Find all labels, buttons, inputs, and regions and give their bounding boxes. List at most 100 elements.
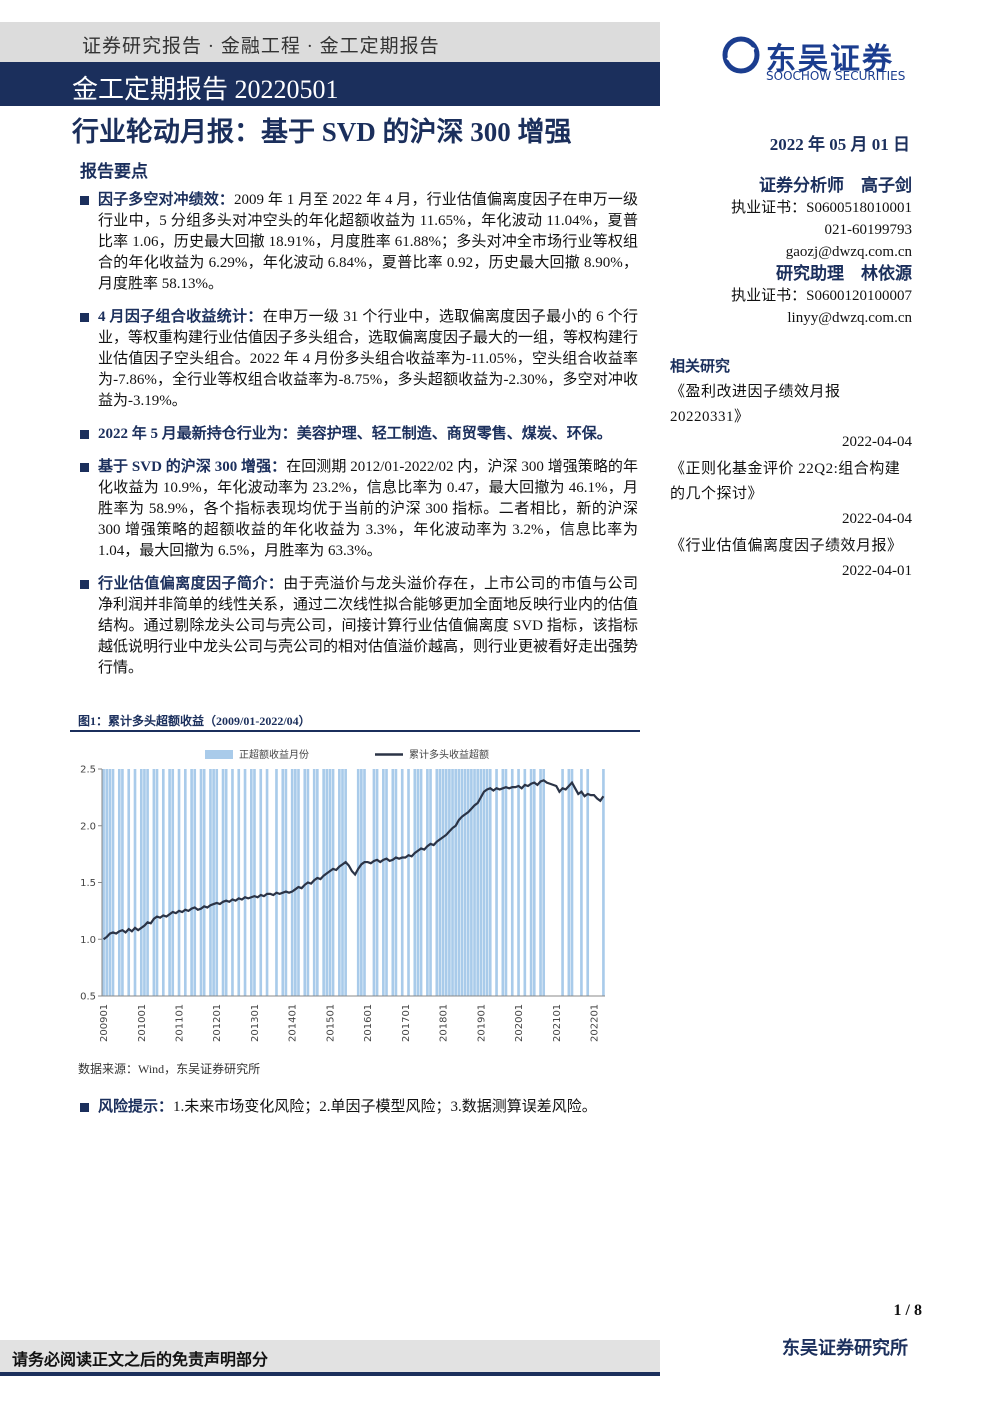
related-title: 《盈利改进因子绩效月报 20220331》 bbox=[670, 384, 841, 425]
bar bbox=[290, 769, 294, 996]
bar bbox=[482, 769, 486, 996]
bar bbox=[121, 769, 124, 996]
related-research: 相关研究 《盈利改进因子绩效月报 20220331》 2022-04-04 《正则化… bbox=[670, 355, 912, 586]
bar bbox=[504, 769, 508, 996]
bullet-text: 2009 年 1 月至 2022 年 4 月，行业估值偏离度因子在申万一级行业中… bbox=[98, 192, 638, 292]
bar bbox=[429, 769, 432, 996]
bar bbox=[580, 769, 583, 996]
bar bbox=[485, 769, 489, 996]
bar bbox=[586, 769, 590, 996]
legend-swatch bbox=[205, 750, 233, 759]
bar bbox=[394, 769, 398, 996]
bar bbox=[209, 769, 212, 996]
analyst-cert: 执业证书：S0600518010001 bbox=[731, 200, 912, 216]
bar bbox=[108, 769, 112, 996]
bar bbox=[312, 769, 316, 996]
bar bbox=[171, 769, 175, 996]
analyst-role: 研究助理 林依源 bbox=[776, 264, 912, 283]
bar bbox=[168, 769, 171, 996]
report-date: 2022 年 05 月 01 日 bbox=[769, 135, 910, 154]
bar bbox=[243, 769, 247, 996]
bar bbox=[473, 769, 476, 996]
footer-org: 东吴证券研究所 bbox=[782, 1338, 908, 1358]
bullet-text: 由于壳溢价与龙头溢价存在，上市公司的市值与公司净利润并非简单的线性关系，通过二次… bbox=[98, 576, 639, 676]
bar bbox=[438, 769, 442, 996]
analyst-email: linyy@dwzq.com.cn bbox=[787, 310, 912, 326]
summary-body: 因子多空对冲绩效：2009 年 1 月至 2022 年 4 月，行业估值偏离度因… bbox=[78, 190, 638, 691]
bar bbox=[539, 769, 542, 996]
bar bbox=[375, 769, 379, 996]
related-date: 2022-04-04 bbox=[842, 434, 912, 450]
x-tick-label: 202201 bbox=[589, 1004, 600, 1042]
bar bbox=[331, 769, 335, 996]
bar bbox=[253, 769, 256, 996]
bar bbox=[250, 769, 253, 996]
bar bbox=[341, 769, 344, 996]
bar bbox=[212, 769, 215, 996]
bar bbox=[457, 769, 461, 996]
bar bbox=[139, 769, 143, 996]
logo-english: SOOCHOW SECURITIES bbox=[766, 69, 906, 83]
figure-caption: 图1：累计多头超额收益（2009/01-2022/04） bbox=[78, 714, 311, 728]
bar bbox=[202, 769, 206, 996]
bar bbox=[193, 769, 197, 996]
bar bbox=[221, 769, 225, 996]
header-banner: 证券研究报告 · 金融工程 · 金工定期报告 bbox=[0, 22, 660, 62]
bar bbox=[275, 769, 278, 996]
summary-bullet: 4 月因子组合收益统计：在申万一级 31 个行业中，选取偏离度因子最小的 6 个… bbox=[78, 307, 638, 412]
risk-note: 风险提示：1.未来市场变化风险；2.单因子模型风险；3.数据测算误差风险。 bbox=[78, 1097, 638, 1130]
logo-icon bbox=[722, 36, 760, 74]
bar bbox=[488, 769, 492, 996]
bar bbox=[259, 769, 263, 996]
y-tick-label: 0.5 bbox=[80, 992, 96, 1003]
bar bbox=[224, 769, 228, 996]
x-tick-label: 201401 bbox=[288, 1004, 299, 1042]
related-title: 《正则化基金评价 22Q2:组合构建的几个探讨》 bbox=[670, 461, 901, 502]
bar bbox=[444, 769, 448, 996]
bullet-text: 在申万一级 31 个行业中，选取偏离度因子最小的 6 个行业，等权重构建行业估值… bbox=[98, 309, 639, 409]
bar bbox=[133, 769, 137, 996]
summary-bullet: 基于 SVD 的沪深 300 增强：在回测期 2012/01-2022/02 内… bbox=[78, 457, 638, 562]
related-date: 2022-04-01 bbox=[842, 563, 912, 579]
bar bbox=[413, 769, 417, 996]
bar bbox=[385, 769, 388, 996]
bar bbox=[338, 769, 341, 996]
bar bbox=[602, 769, 605, 996]
analyst-role: 证券分析师 高子剑 bbox=[759, 176, 912, 195]
legend-label: 正超额收益月份 bbox=[239, 748, 309, 761]
risk-lead: 风险提示： bbox=[98, 1099, 174, 1115]
bar bbox=[391, 769, 395, 996]
bar bbox=[448, 769, 451, 996]
logo-name: 东吴证券 bbox=[766, 42, 894, 77]
bar bbox=[325, 769, 329, 996]
bar bbox=[407, 769, 410, 996]
bar bbox=[479, 769, 483, 996]
bar bbox=[363, 769, 366, 996]
x-tick-label: 201701 bbox=[401, 1004, 412, 1042]
analyst-email: gaozj@dwzq.com.cn bbox=[785, 244, 912, 260]
footer-band: 请务必阅读正文之后的免责声明部分 bbox=[0, 1340, 660, 1376]
bar bbox=[501, 769, 505, 996]
risk-bullet: 风险提示：1.未来市场变化风险；2.单因子模型风险；3.数据测算误差风险。 bbox=[78, 1097, 638, 1118]
report-id: 金工定期报告 20220501 bbox=[72, 75, 339, 104]
bar bbox=[561, 769, 564, 996]
x-tick-label: 202101 bbox=[552, 1004, 563, 1042]
report-banner: 金工定期报告 20220501 bbox=[0, 62, 660, 106]
bar bbox=[215, 769, 219, 996]
y-tick-label: 2.0 bbox=[80, 821, 96, 832]
analyst-block: 证券分析师 高子剑 执业证书：S0600518010001 021-60199793… bbox=[652, 175, 912, 329]
bar bbox=[416, 769, 420, 996]
bar bbox=[102, 769, 105, 996]
y-tick-label: 1.0 bbox=[80, 935, 96, 946]
bar bbox=[155, 769, 159, 996]
analyst-cert: 执业证书：S0600120100007 bbox=[731, 288, 912, 304]
bar bbox=[532, 769, 536, 996]
breadcrumb: 证券研究报告 · 金融工程 · 金工定期报告 bbox=[82, 36, 440, 57]
legend-label: 累计多头收益超额 bbox=[409, 748, 489, 761]
bar bbox=[510, 769, 514, 996]
bar bbox=[454, 769, 457, 996]
x-tick-label: 201001 bbox=[137, 1004, 148, 1042]
report-title: 行业轮动月报：基于 SVD 的沪深 300 增强 bbox=[72, 117, 572, 147]
bar bbox=[426, 769, 429, 996]
bar bbox=[281, 769, 285, 996]
